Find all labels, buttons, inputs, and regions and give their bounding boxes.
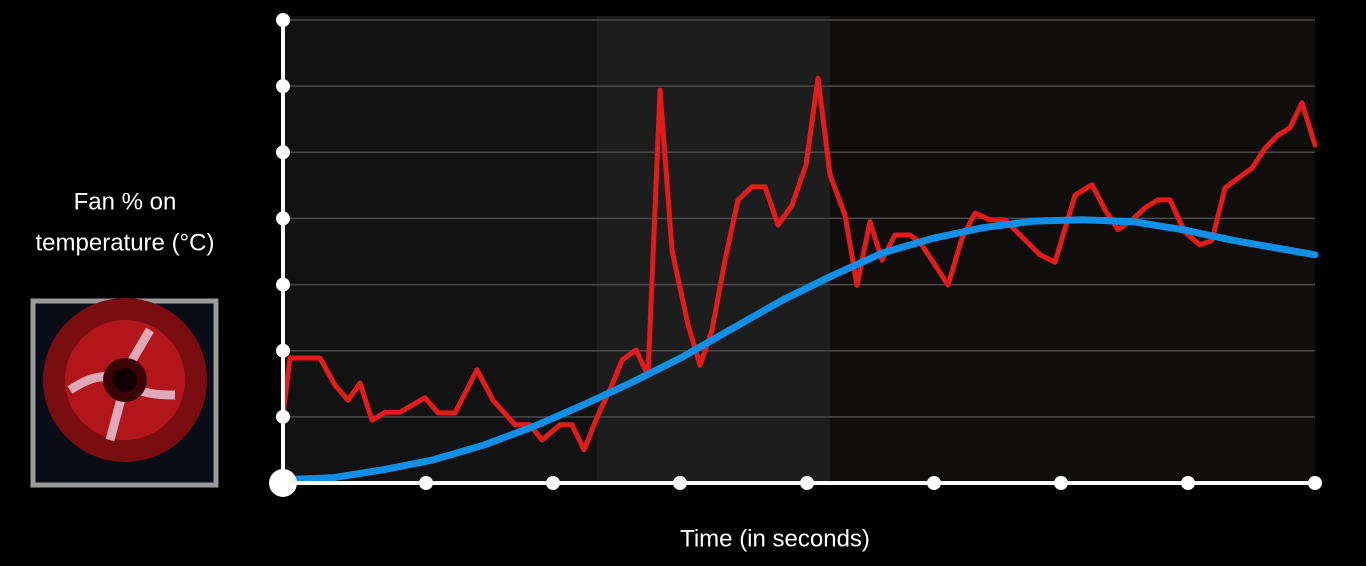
- fan-image: [30, 298, 219, 488]
- x-tick-dot: [419, 476, 433, 490]
- x-tick-dot: [1054, 476, 1068, 490]
- band: [597, 16, 830, 483]
- x-tick-dot: [800, 476, 814, 490]
- x-tick-dot: [1308, 476, 1322, 490]
- y-tick-dot: [276, 409, 290, 424]
- series-line: [279, 216, 1319, 484]
- y-tick-dot: [276, 211, 290, 226]
- y-tick-dot: [276, 277, 290, 292]
- series-line: [280, 75, 1318, 453]
- y-tick-dot: [276, 145, 290, 160]
- y-label-line: temperature (°C): [36, 229, 215, 256]
- x-tick-dot: [1181, 476, 1195, 490]
- band: [830, 16, 1315, 483]
- x-tick-dot: [673, 476, 687, 490]
- y-tick-dot: [276, 13, 290, 27]
- y-tick-dot: [276, 343, 290, 358]
- y-label-line: Fan % on: [74, 188, 177, 215]
- band: [283, 16, 597, 483]
- x-tick-dot: [546, 476, 560, 490]
- y-tick-dot: [276, 79, 290, 94]
- x-label: Time (in seconds): [680, 525, 870, 552]
- x-tick-dot: [927, 476, 941, 490]
- x-tick-dot: [269, 469, 297, 497]
